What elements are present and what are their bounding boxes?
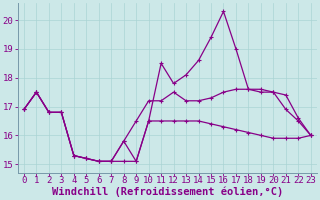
X-axis label: Windchill (Refroidissement éolien,°C): Windchill (Refroidissement éolien,°C): [52, 187, 283, 197]
